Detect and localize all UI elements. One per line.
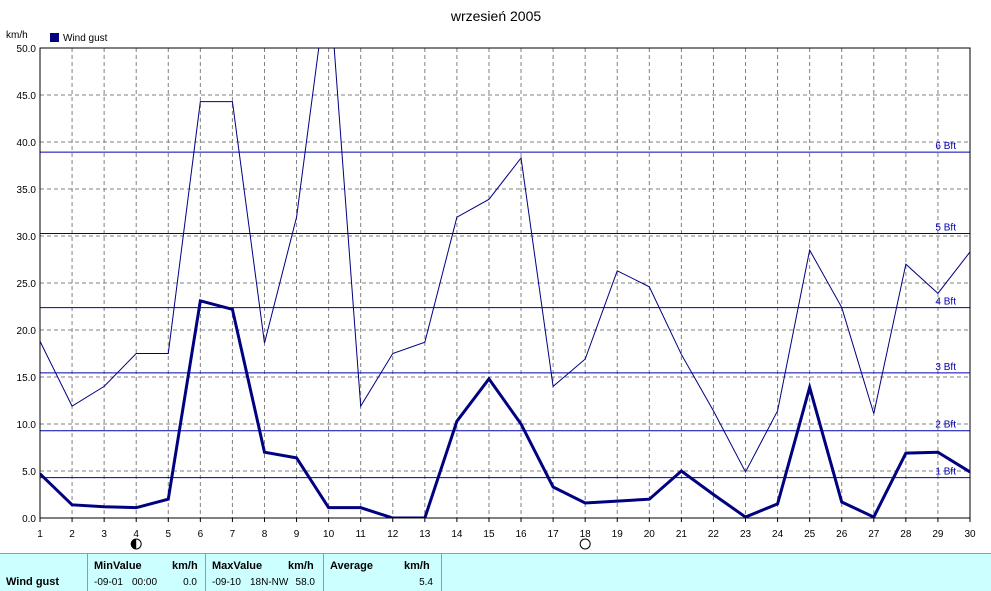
x-tick-label: 5 — [165, 529, 171, 540]
x-tick-labels: 1 2 3 4 5 6 7 8 9 10 11 12 13 14 15 16 17 18 19 20 21 22 23 24 2… — [37, 518, 976, 540]
max-value: 58.0 — [295, 577, 315, 588]
x-tick-label: 4 — [133, 529, 139, 540]
min-date: -09-01 — [94, 577, 123, 588]
min-value: 0.0 — [183, 577, 197, 588]
full-moon-icon — [579, 538, 591, 550]
y-tick-label: 35.0 — [17, 185, 37, 196]
chart-title: wrzesień 2005 — [450, 8, 541, 24]
x-tick-label: 11 — [355, 529, 366, 540]
y-tick-labels: 0.0 5.0 10.0 15.0 20.0 25.0 30.0 35.0 40.0 45.0 50… — [17, 44, 37, 525]
series-line-thick — [40, 298, 970, 518]
beaufort-label: 5 Bft — [935, 223, 956, 234]
half-moon-icon — [131, 539, 137, 549]
y-tick-label: 5.0 — [22, 467, 36, 478]
x-tick-label: 24 — [772, 529, 784, 540]
y-tick-label: 0.0 — [22, 514, 36, 525]
moon-markers — [130, 538, 591, 550]
y-axis-label: km/h — [6, 30, 28, 41]
x-tick-label: 6 — [198, 529, 204, 540]
y-tick-label: 10.0 — [17, 420, 37, 431]
x-tick-label: 20 — [644, 529, 656, 540]
x-tick-label: 10 — [323, 529, 335, 540]
x-tick-label: 25 — [804, 529, 816, 540]
y-tick-label: 15.0 — [17, 373, 37, 384]
avg-unit: km/h — [404, 560, 430, 572]
x-tick-label: 26 — [836, 529, 848, 540]
x-tick-label: 16 — [515, 529, 527, 540]
stats-min-cell: MinValue km/h -09-01 00:00 0.0 — [88, 554, 206, 591]
x-tick-label: 3 — [101, 529, 107, 540]
x-tick-label: 2 — [69, 529, 75, 540]
max-date: -09-10 — [212, 577, 241, 588]
x-tick-label: 21 — [676, 529, 688, 540]
beaufort-label: 4 Bft — [935, 297, 956, 308]
y-tick-label: 25.0 — [17, 279, 37, 290]
x-tick-label: 27 — [868, 529, 880, 540]
min-time: 00:00 — [132, 577, 158, 588]
avg-header: Average — [330, 560, 374, 572]
stats-row-label: Wind gust — [6, 576, 60, 588]
stats-max-cell: MaxValue km/h -09-10 18N-NW 58.0 — [206, 554, 324, 591]
x-tick-label: 19 — [612, 529, 624, 540]
x-tick-label: 29 — [932, 529, 944, 540]
series-line-wind-gust — [40, 48, 970, 474]
beaufort-label: 3 Bft — [935, 362, 956, 373]
legend-label: Wind gust — [63, 33, 108, 44]
x-tick-label: 12 — [387, 529, 399, 540]
x-tick-label: 7 — [230, 529, 236, 540]
x-tick-label: 13 — [419, 529, 431, 540]
x-tick-label: 8 — [262, 529, 268, 540]
x-tick-label: 1 — [37, 529, 43, 540]
max-detail: 18N-NW — [250, 577, 289, 588]
x-tick-label: 14 — [451, 529, 463, 540]
x-tick-label: 15 — [483, 529, 495, 540]
max-header: MaxValue — [212, 560, 263, 572]
y-tick-label: 40.0 — [17, 138, 37, 149]
x-tick-label: 23 — [740, 529, 752, 540]
y-tick-label: 50.0 — [17, 44, 37, 55]
beaufort-label: 6 Bft — [935, 141, 956, 152]
stats-avg-cell: Average km/h 5.4 — [324, 554, 442, 591]
plot-frame — [39, 47, 971, 519]
x-tick-label: 9 — [294, 529, 300, 540]
max-unit: km/h — [288, 560, 314, 572]
beaufort-label: 2 Bft — [935, 420, 956, 431]
grid-lines — [40, 48, 970, 518]
chart-canvas: wrzesień 2005 km/h Wind gust 1 Bft 2 Bft 3… — [6, 8, 976, 550]
y-tick-label: 45.0 — [17, 91, 37, 102]
min-unit: km/h — [172, 560, 198, 572]
stats-panel: Wind gust MinValue km/h -09-01 00:00 0.0… — [0, 553, 991, 591]
x-tick-label: 30 — [964, 529, 976, 540]
x-tick-label: 17 — [548, 529, 560, 540]
legend-swatch — [50, 33, 59, 42]
y-tick-label: 30.0 — [17, 232, 37, 243]
beaufort-lines: 1 Bft 2 Bft 3 Bft 4 Bft 5 Bft 6 Bft — [40, 141, 970, 479]
x-tick-label: 18 — [580, 529, 592, 540]
min-header: MinValue — [94, 560, 142, 572]
x-tick-label: 22 — [708, 529, 720, 540]
series-lines — [40, 48, 970, 518]
y-tick-label: 20.0 — [17, 326, 37, 337]
avg-value: 5.4 — [419, 577, 433, 588]
x-tick-label: 28 — [900, 529, 912, 540]
beaufort-label: 1 Bft — [935, 467, 956, 478]
stats-label-cell: Wind gust — [0, 554, 88, 591]
